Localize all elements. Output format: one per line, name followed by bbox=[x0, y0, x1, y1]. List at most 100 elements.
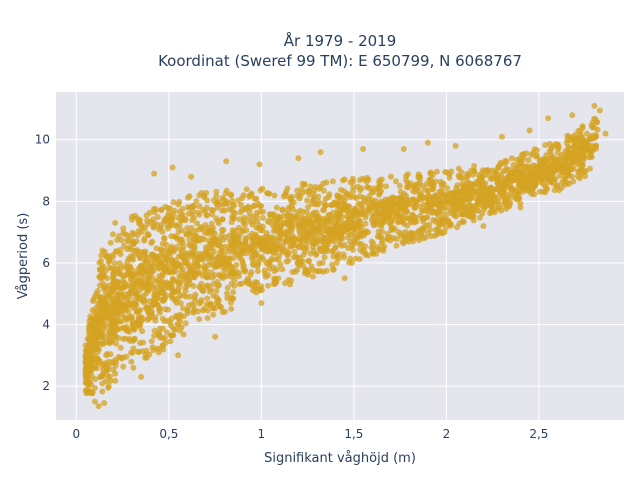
data-point bbox=[99, 388, 106, 395]
data-point bbox=[495, 164, 502, 171]
data-point bbox=[186, 242, 193, 248]
data-point bbox=[310, 190, 317, 197]
data-point bbox=[279, 266, 286, 273]
data-point bbox=[167, 222, 174, 229]
data-point bbox=[515, 195, 522, 202]
data-point bbox=[201, 236, 208, 243]
data-point bbox=[254, 218, 261, 225]
data-point bbox=[272, 256, 279, 263]
data-point bbox=[532, 182, 539, 189]
data-point bbox=[258, 203, 264, 209]
data-point bbox=[384, 235, 391, 241]
data-point bbox=[396, 182, 403, 189]
data-point bbox=[230, 289, 237, 296]
data-point bbox=[98, 252, 105, 259]
data-point bbox=[306, 187, 313, 194]
data-point bbox=[417, 212, 424, 219]
data-point bbox=[420, 225, 426, 232]
data-point bbox=[321, 254, 328, 261]
data-point bbox=[323, 202, 330, 209]
data-point bbox=[251, 235, 258, 242]
data-point bbox=[250, 248, 257, 255]
data-point bbox=[186, 193, 193, 200]
data-point bbox=[118, 318, 125, 325]
data-point bbox=[204, 307, 211, 314]
data-point bbox=[94, 328, 101, 335]
data-point bbox=[256, 285, 263, 292]
data-point bbox=[181, 256, 188, 263]
data-point bbox=[201, 192, 208, 199]
data-point bbox=[332, 221, 339, 228]
data-point bbox=[311, 234, 318, 241]
data-point bbox=[348, 259, 355, 266]
data-point bbox=[340, 205, 347, 212]
data-point bbox=[171, 296, 178, 303]
y-tick-label: 8 bbox=[42, 194, 50, 208]
data-point bbox=[213, 241, 220, 248]
data-point bbox=[156, 309, 163, 316]
data-point bbox=[448, 168, 455, 175]
data-point bbox=[240, 219, 247, 226]
data-point bbox=[347, 238, 353, 245]
data-point bbox=[228, 269, 235, 276]
data-point bbox=[564, 136, 571, 143]
data-point bbox=[178, 236, 185, 243]
data-point bbox=[436, 196, 442, 203]
data-point bbox=[100, 341, 107, 347]
data-point bbox=[240, 228, 247, 235]
data-point bbox=[173, 314, 180, 321]
data-point bbox=[112, 219, 119, 226]
data-point bbox=[183, 231, 190, 238]
data-point bbox=[180, 305, 186, 312]
y-tick-label: 6 bbox=[42, 256, 50, 270]
data-point bbox=[422, 186, 428, 193]
data-point bbox=[362, 176, 369, 183]
data-point bbox=[110, 281, 117, 288]
data-point bbox=[114, 265, 121, 272]
data-point bbox=[231, 215, 238, 222]
data-point bbox=[132, 300, 139, 307]
data-point bbox=[231, 282, 238, 289]
data-point bbox=[167, 248, 174, 255]
data-point bbox=[329, 248, 336, 255]
data-point bbox=[134, 247, 140, 253]
data-point bbox=[227, 191, 234, 198]
data-point bbox=[120, 363, 127, 370]
data-point bbox=[345, 245, 352, 252]
data-point bbox=[590, 147, 596, 154]
data-point bbox=[339, 177, 346, 184]
data-point bbox=[107, 329, 114, 336]
data-point bbox=[394, 212, 401, 219]
data-point bbox=[143, 290, 150, 297]
data-point bbox=[165, 284, 172, 291]
data-point bbox=[374, 201, 381, 208]
data-point bbox=[143, 351, 149, 358]
data-point bbox=[313, 209, 320, 216]
data-point bbox=[211, 272, 218, 279]
data-point bbox=[547, 157, 554, 164]
data-point bbox=[157, 262, 164, 269]
data-point bbox=[328, 218, 334, 225]
data-point bbox=[459, 211, 466, 218]
data-point bbox=[294, 266, 301, 273]
data-point bbox=[352, 224, 359, 231]
data-point bbox=[566, 180, 573, 187]
data-point bbox=[95, 300, 102, 307]
data-point bbox=[315, 199, 322, 205]
data-point bbox=[108, 339, 115, 346]
data-point bbox=[310, 196, 317, 203]
data-point bbox=[224, 284, 231, 291]
data-point bbox=[212, 333, 219, 340]
data-point bbox=[458, 174, 465, 181]
data-point bbox=[574, 157, 581, 164]
data-point bbox=[213, 299, 220, 306]
data-point bbox=[229, 227, 236, 234]
data-point bbox=[144, 217, 151, 224]
data-point bbox=[107, 303, 114, 310]
data-point bbox=[101, 318, 108, 325]
data-point bbox=[223, 158, 230, 165]
data-point bbox=[248, 191, 255, 198]
data-point bbox=[360, 194, 367, 201]
data-point bbox=[152, 256, 159, 263]
data-point bbox=[204, 282, 210, 289]
